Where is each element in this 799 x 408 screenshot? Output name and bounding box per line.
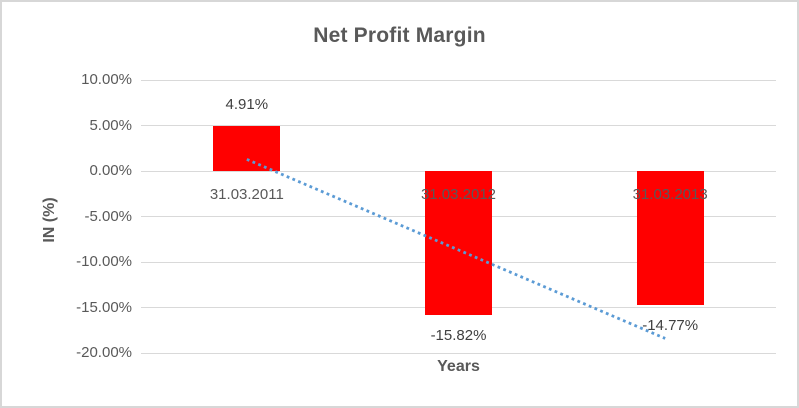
x-axis-title: Years (437, 358, 480, 375)
x-category-label: 31.03.2013 (632, 186, 708, 203)
bar (213, 126, 281, 171)
y-tick-label: -10.00% (76, 253, 132, 270)
x-category-label: 31.03.2011 (209, 186, 284, 203)
y-tick-label: -15.00% (76, 298, 132, 316)
gridline (141, 125, 776, 126)
chart-title: Net Profit Margin (313, 24, 486, 47)
bar-data-label: 4.91% (225, 96, 269, 114)
y-tick-label: -5.00% (84, 207, 132, 225)
y-tick-label: 10.00% (81, 71, 132, 88)
gridline (141, 352, 776, 354)
x-category-label: 31.03.2012 (420, 186, 497, 203)
y-tick-label: 0.00% (89, 162, 132, 179)
gridline (141, 79, 776, 81)
bar-data-label: -14.77% (642, 317, 699, 335)
y-tick-label: -20.00% (76, 344, 132, 361)
bar-data-label: -15.82% (430, 326, 487, 344)
y-tick-label: 5.00% (89, 116, 132, 134)
